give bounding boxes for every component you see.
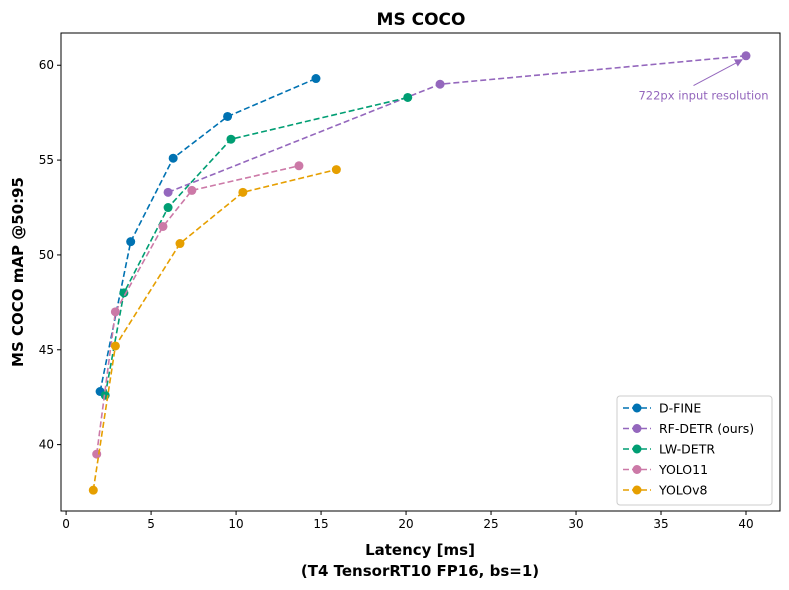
series-yolo11 [92, 161, 304, 459]
legend-item-rf-detr-ours: RF-DETR (ours) [623, 421, 754, 436]
y-tick-label: 40 [39, 438, 54, 452]
x-tick-label: 35 [653, 517, 668, 531]
data-point-yolo11 [294, 161, 304, 171]
data-point-lw-detr [119, 288, 129, 298]
legend-label: LW-DETR [659, 442, 715, 457]
legend-marker [632, 485, 642, 495]
legend-label: D-FINE [659, 401, 701, 416]
legend-item-lw-detr: LW-DETR [623, 442, 715, 457]
legend-box [616, 395, 773, 506]
x-tick-label: 0 [62, 517, 70, 531]
data-point-yolo11 [187, 185, 197, 195]
y-tick-label: 60 [39, 58, 54, 72]
data-point-rf-detr-ours [741, 51, 751, 61]
x-tick-label: 40 [738, 517, 753, 531]
legend-marker [632, 444, 642, 454]
y-tick-label: 45 [39, 343, 54, 357]
legend-marker [632, 403, 642, 413]
data-point-lw-detr [226, 134, 236, 144]
legend-label: YOLOv8 [658, 483, 708, 498]
series-lw-detr [100, 92, 413, 400]
x-axis: 0 5 10 15 20 25 30 35 40 [62, 511, 754, 531]
series-line-yolo11 [95, 165, 300, 455]
annotation-text: 722px input resolution [638, 89, 768, 103]
x-tick-label: 25 [483, 517, 498, 531]
x-tick-label: 5 [147, 517, 155, 531]
plot-frame [60, 32, 781, 512]
data-point-yolov8 [331, 165, 341, 175]
legend-label: YOLO11 [658, 462, 708, 477]
legend-item-d-fine: D-FINE [623, 401, 701, 416]
data-point-d-fine [223, 111, 233, 121]
annotation-arrow [693, 59, 743, 87]
data-point-yolov8 [110, 341, 120, 351]
x-tick-label: 10 [228, 517, 243, 531]
legend-marker [632, 424, 642, 433]
x-tick-label: 15 [313, 517, 328, 531]
x-axis-subtitle: (T4 TensorRT10 FP16, bs=1) [301, 562, 539, 580]
y-axis-title: MS COCO mAP @50:95 [9, 177, 27, 367]
x-tick-label: 20 [398, 517, 413, 531]
series-yolov8 [88, 165, 341, 495]
data-point-yolo11 [110, 307, 120, 317]
series-rf-detr-ours [163, 51, 751, 197]
data-point-yolov8 [88, 485, 98, 495]
x-axis-title: Latency [ms] [365, 541, 475, 559]
data-point-d-fine [311, 74, 321, 84]
series-d-fine [95, 74, 321, 396]
chart-title: MS COCO [377, 10, 466, 30]
y-axis: 40 45 50 55 60 [39, 58, 61, 452]
data-point-d-fine [126, 237, 136, 247]
data-point-yolov8 [238, 187, 248, 197]
legend-label: RF-DETR (ours) [659, 421, 754, 436]
legend: D-FINE RF-DETR (ours) LW-DETR YOLO11 YOLOv8 [616, 395, 773, 506]
data-point-rf-detr-ours [435, 79, 445, 89]
series-layer [88, 51, 751, 495]
x-tick-label: 30 [568, 517, 583, 531]
data-point-rf-detr-ours [163, 187, 173, 197]
legend-item-yolov8: YOLOv8 [623, 483, 708, 498]
y-tick-label: 50 [39, 248, 54, 262]
annotation-layer: 722px input resolution [638, 59, 769, 103]
legend-item-yolo11: YOLO11 [623, 462, 708, 477]
data-point-yolo11 [158, 221, 168, 231]
data-point-d-fine [168, 153, 178, 163]
data-point-lw-detr [403, 92, 413, 102]
data-point-yolov8 [175, 239, 185, 249]
legend-marker [632, 465, 642, 474]
y-tick-label: 55 [39, 153, 54, 167]
data-point-lw-detr [163, 203, 173, 213]
